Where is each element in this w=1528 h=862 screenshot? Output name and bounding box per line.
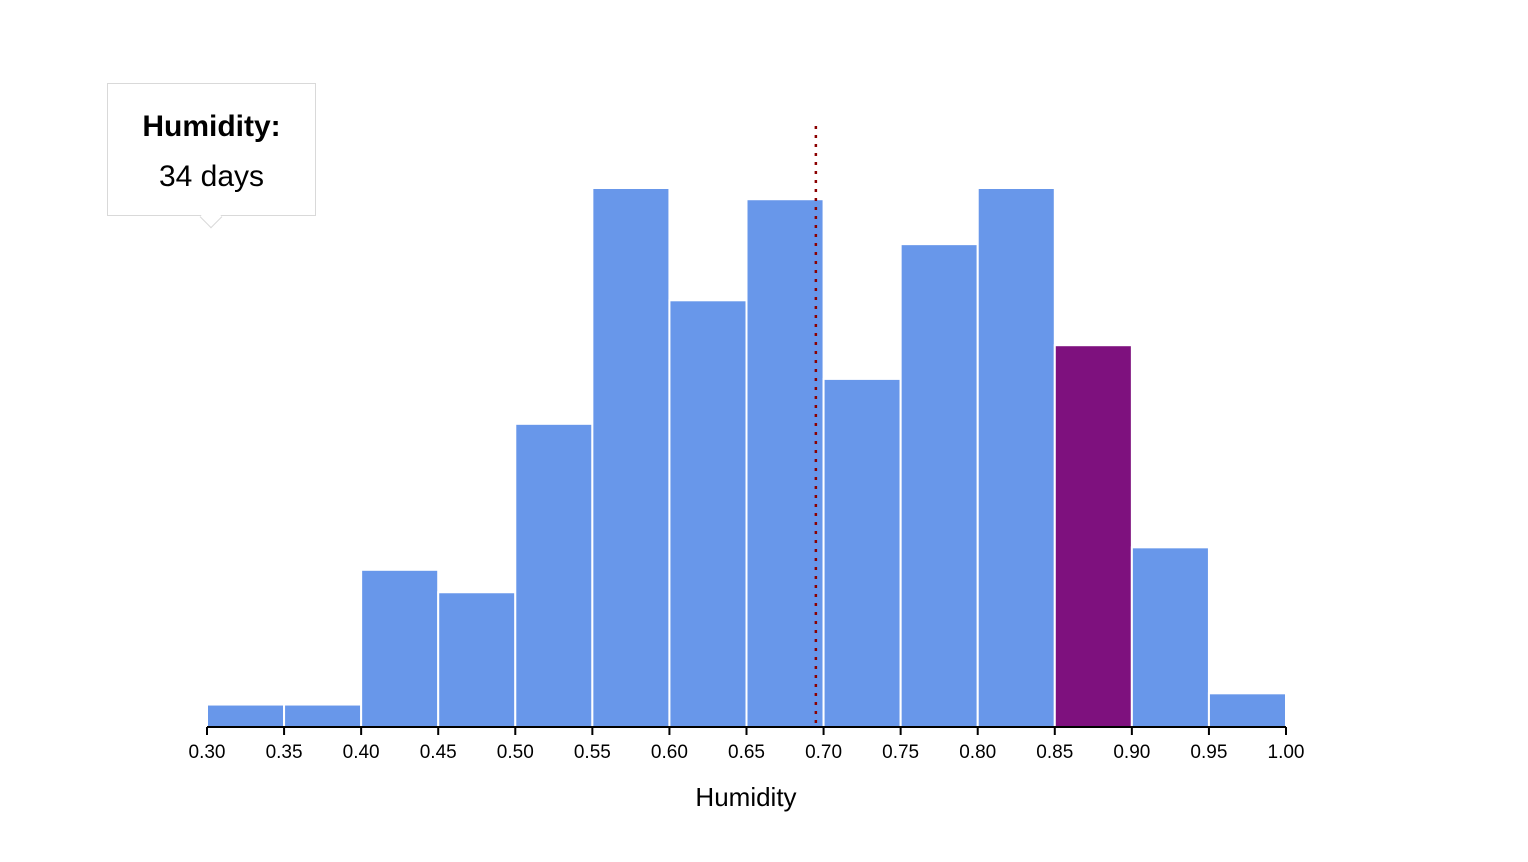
histogram-bar[interactable]	[283, 703, 363, 729]
histogram-bar[interactable]	[822, 377, 902, 728]
x-tick-label: 0.65	[728, 742, 765, 763]
x-tick-label: 0.90	[1113, 742, 1150, 763]
tooltip-count: 34	[158, 160, 193, 193]
histogram-bar[interactable]	[668, 299, 748, 728]
tooltip-value: 34 days	[108, 160, 315, 194]
histogram-bar[interactable]	[1130, 546, 1210, 728]
histogram-bar[interactable]	[1207, 692, 1288, 728]
x-tick-label: 0.55	[574, 742, 611, 763]
bars-group	[206, 187, 1288, 729]
tooltip-unit: days	[200, 160, 265, 193]
histogram-bar-highlighted[interactable]	[1053, 344, 1133, 728]
histogram-bar[interactable]	[514, 422, 594, 728]
x-tick-label: 0.60	[651, 742, 688, 763]
x-tick-label: 0.35	[266, 742, 303, 763]
histogram-bar[interactable]	[437, 591, 517, 728]
histogram-bar[interactable]	[976, 187, 1056, 728]
histogram-bar[interactable]	[591, 187, 671, 728]
histogram-bar[interactable]	[206, 703, 286, 729]
x-tick-label: 0.40	[343, 742, 380, 763]
histogram-bar[interactable]	[360, 568, 440, 729]
x-tick-label: 1.00	[1268, 742, 1305, 763]
x-tick-label: 0.30	[189, 742, 226, 763]
x-tick-label: 0.45	[420, 742, 457, 763]
histogram-bar[interactable]	[745, 198, 825, 728]
x-tick-label: 0.70	[805, 742, 842, 763]
x-tick-label: 0.85	[1036, 742, 1073, 763]
x-tick-label: 0.80	[959, 742, 996, 763]
tooltip-label: Humidity:	[142, 110, 281, 143]
x-tick-label: 0.95	[1190, 742, 1227, 763]
tooltip: Humidity: 34 days	[107, 83, 316, 216]
x-tick-label: 0.75	[882, 742, 919, 763]
x-tick-label: 0.50	[497, 742, 534, 763]
histogram-bar[interactable]	[899, 243, 979, 728]
x-axis: 0.30 0.35 0.40 0.45 0.50 0.55 0.60 0.65 0.70 0.75…	[189, 726, 1305, 763]
x-axis-label: Humidity	[695, 782, 796, 812]
x-ticks: 0.30 0.35 0.40 0.45 0.50 0.55 0.60 0.65 0.70 0.75…	[189, 727, 1305, 763]
